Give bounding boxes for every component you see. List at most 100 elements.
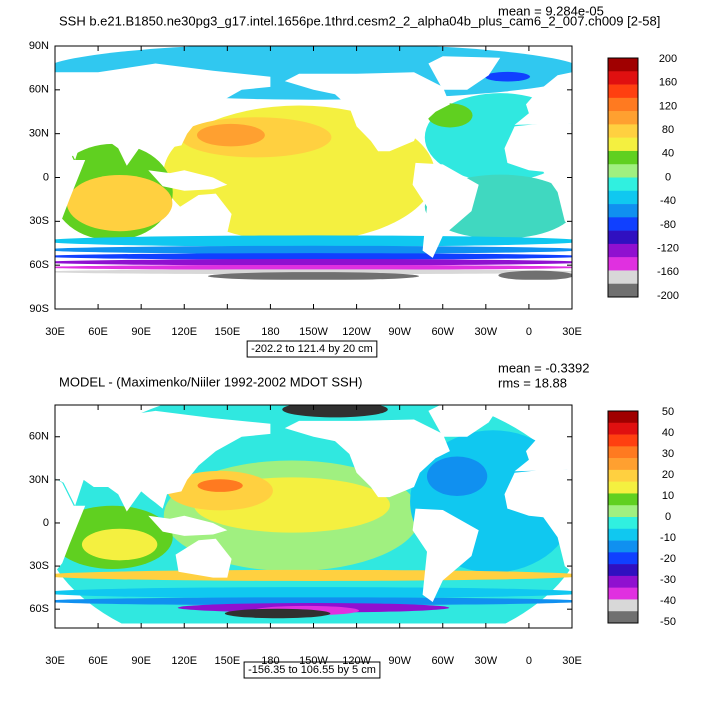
lon-tick-label: 90W xyxy=(388,655,411,667)
lat-tick-label: 30N xyxy=(29,128,49,140)
colorbar-box xyxy=(608,552,638,565)
land-eurasia xyxy=(55,410,271,512)
colorbar-label: 120 xyxy=(659,100,677,112)
colorbar-box xyxy=(608,124,638,138)
mean-label: mean = -0.3392 xyxy=(498,360,589,375)
land-greenland xyxy=(428,56,501,90)
ssh-region xyxy=(81,528,158,561)
colorbar-label: 160 xyxy=(659,77,677,89)
colorbar-label: 10 xyxy=(662,490,674,502)
ssh-region xyxy=(207,272,420,281)
panel-title: SSH b.e21.B1850.ne30pg3_g17.intel.1656pe… xyxy=(59,13,660,28)
colorbar-label: -40 xyxy=(660,195,676,207)
land-australia xyxy=(175,193,232,233)
lon-tick-label: 0 xyxy=(526,655,532,667)
ssh-region xyxy=(224,608,331,619)
land-greenland xyxy=(428,405,501,437)
colorbar-box xyxy=(608,481,638,494)
lon-tick-label: 90E xyxy=(131,655,151,667)
ssh-region xyxy=(484,71,530,82)
colorbar-box xyxy=(608,243,638,258)
lon-tick-label: 120E xyxy=(171,655,197,667)
ssh-region xyxy=(55,259,572,266)
colorbar-label: -20 xyxy=(660,553,676,565)
colorbar-box xyxy=(608,190,638,205)
colorbar-box xyxy=(608,97,638,112)
colorbar-box xyxy=(608,458,638,471)
colorbar-box xyxy=(608,564,638,577)
lat-tick-label: 30S xyxy=(29,560,49,572)
colorbar-label: -40 xyxy=(660,595,676,607)
lat-tick-label: 0 xyxy=(43,171,49,183)
colorbar-box xyxy=(608,150,638,165)
lon-tick-label: 180 xyxy=(261,655,279,667)
lat-tick-label: 30N xyxy=(29,474,49,486)
colorbar-box xyxy=(608,528,638,541)
ssh-region xyxy=(55,587,572,599)
land-africaW xyxy=(504,123,572,228)
colorbar-box xyxy=(608,137,638,152)
map-panel: 90N 60N 30N 0 30S 60S 90S 30E 60E 90E 120E 150E 180 1… xyxy=(29,3,679,358)
lon-tick-label: 30W xyxy=(475,655,498,667)
lon-tick-label: 30E xyxy=(562,655,582,667)
colorbar-box xyxy=(608,575,638,588)
colorbar-box xyxy=(608,469,638,482)
lat-tick-label: 90S xyxy=(29,303,49,315)
ssh-region xyxy=(55,269,572,275)
colorbar-box xyxy=(608,283,638,298)
colorbar-box xyxy=(608,411,638,424)
land-indonesia xyxy=(148,515,228,536)
colorbar-box xyxy=(608,270,638,285)
ssh-region xyxy=(55,569,572,581)
lat-tick-label: 60N xyxy=(29,431,49,443)
colorbar-box xyxy=(608,587,638,600)
colorbar-label: 30 xyxy=(662,448,674,460)
land-africaW xyxy=(504,469,572,572)
colorbar-label: 20 xyxy=(662,469,674,481)
colorbar-box xyxy=(608,540,638,553)
colorbar-box xyxy=(608,257,638,271)
colorbar-label: -120 xyxy=(657,243,679,255)
land-namerica xyxy=(284,72,450,152)
colorbar-label: -10 xyxy=(660,532,676,544)
lon-tick-label: 30E xyxy=(45,655,65,667)
lon-tick-label: 60W xyxy=(431,655,454,667)
land-australia xyxy=(175,538,232,578)
lon-tick-label: 30E xyxy=(45,326,65,338)
land-antarctica xyxy=(55,279,572,309)
land-indonesia xyxy=(148,170,228,191)
colorbar-label: 0 xyxy=(665,511,671,523)
ssh-region xyxy=(196,123,265,147)
lon-tick-label: 150W xyxy=(299,655,328,667)
lon-tick-label: 60E xyxy=(88,655,108,667)
ssh-region xyxy=(426,456,488,497)
range-label: -202.2 to 121.4 by 20 cm xyxy=(251,343,373,355)
range-label: -156.35 to 106.55 by 5 cm xyxy=(248,664,376,676)
lon-tick-label: 150E xyxy=(214,655,240,667)
colorbar-label: 0 xyxy=(665,171,671,183)
lat-tick-label: 30S xyxy=(29,215,49,227)
colorbar-box xyxy=(608,204,638,218)
colorbar-box xyxy=(608,111,638,125)
land-namerica xyxy=(284,419,450,498)
colorbar-box xyxy=(608,493,638,506)
colorbar-box xyxy=(608,58,638,72)
land-europe xyxy=(514,72,572,125)
ssh-region xyxy=(55,253,572,260)
lon-tick-label: 30W xyxy=(475,326,498,338)
land-samerica xyxy=(412,508,479,602)
panel-title: MODEL - (Maximenko/Niiler 1992-2002 MDOT… xyxy=(59,374,362,389)
colorbar-box xyxy=(608,434,638,447)
lon-tick-label: 30E xyxy=(562,326,582,338)
lon-tick-label: 120W xyxy=(342,326,371,338)
land-europe xyxy=(514,419,572,472)
map-field xyxy=(55,46,572,309)
colorbar-label: 200 xyxy=(659,53,677,65)
colorbar-label: -200 xyxy=(657,290,679,302)
colorbar-box xyxy=(608,505,638,518)
colorbar-frame xyxy=(607,57,639,298)
lon-tick-label: 180 xyxy=(261,326,279,338)
colorbar-box xyxy=(608,230,638,245)
lon-tick-label: 150E xyxy=(214,326,240,338)
